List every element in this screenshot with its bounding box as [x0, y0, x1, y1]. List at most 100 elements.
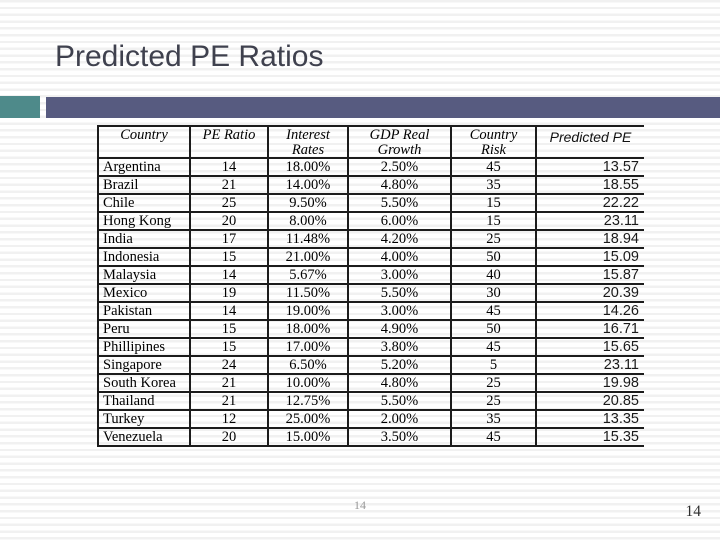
table-cell: South Korea — [97, 373, 191, 393]
table-cell: 21.00% — [267, 247, 349, 267]
table-cell: 25 — [450, 373, 537, 393]
table-row: Malaysia 14 5.67% 3.00% 40 15.87 — [97, 265, 644, 285]
table-row: Venezuela 20 15.00% 3.50% 45 15.35 — [97, 427, 644, 447]
table-cell: 11.50% — [267, 283, 349, 303]
page-title: Predicted PE Ratios — [55, 40, 324, 73]
table-cell: 4.20% — [347, 229, 452, 249]
table-cell: 3.50% — [347, 427, 452, 447]
header-row: Country PE Ratio Interest Rates GDP Real Grow… — [97, 125, 644, 159]
table-cell: Peru — [97, 319, 191, 339]
table-cell: 45 — [450, 301, 537, 321]
table-cell: 15.65 — [535, 337, 644, 357]
table-cell: 4.00% — [347, 247, 452, 267]
table-row: Chile 25 9.50% 5.50% 15 22.22 — [97, 193, 644, 213]
table-cell: 30 — [450, 283, 537, 303]
table-row: South Korea 21 10.00% 4.80% 25 19.98 — [97, 373, 644, 393]
table-cell: 20 — [189, 427, 269, 447]
table-row: India 17 11.48% 4.20% 25 18.94 — [97, 229, 644, 249]
table-cell: 23.11 — [535, 211, 644, 231]
column-header-predicted-pe: Predicted PE — [535, 125, 644, 159]
table-cell: 3.80% — [347, 337, 452, 357]
pe-table: Country PE Ratio Interest Rates GDP Real Grow… — [97, 125, 644, 447]
table-cell: 22.22 — [535, 193, 644, 213]
table-row: Pakistan 14 19.00% 3.00% 45 14.26 — [97, 301, 644, 321]
table-cell: Malaysia — [97, 265, 191, 285]
table-cell: 19.00% — [267, 301, 349, 321]
table-cell: 35 — [450, 175, 537, 195]
table-cell: 50 — [450, 247, 537, 267]
table-row: Indonesia 15 21.00% 4.00% 50 15.09 — [97, 247, 644, 267]
table-cell: 18.00% — [267, 157, 349, 177]
table-cell: 14.26 — [535, 301, 644, 321]
table-cell: 5.67% — [267, 265, 349, 285]
table-cell: 2.50% — [347, 157, 452, 177]
table-cell: 40 — [450, 265, 537, 285]
table-cell: Chile — [97, 193, 191, 213]
table-cell: Hong Kong — [97, 211, 191, 231]
table-cell: 18.55 — [535, 175, 644, 195]
table-cell: 2.00% — [347, 409, 452, 429]
table-cell: 14 — [189, 265, 269, 285]
table-cell: India — [97, 229, 191, 249]
table-cell: 18.00% — [267, 319, 349, 339]
table-cell: 15 — [189, 247, 269, 267]
table-cell: 12.75% — [267, 391, 349, 411]
table-cell: 12 — [189, 409, 269, 429]
table-cell: 14 — [189, 301, 269, 321]
table-cell: 25 — [450, 229, 537, 249]
table-cell: 24 — [189, 355, 269, 375]
table-cell: 45 — [450, 427, 537, 447]
table-cell: 15 — [450, 211, 537, 231]
table-cell: 19.98 — [535, 373, 644, 393]
page-number-center: 14 — [354, 498, 366, 512]
table-cell: Venezuela — [97, 427, 191, 447]
table-cell: 21 — [189, 175, 269, 195]
table-cell: 25 — [189, 193, 269, 213]
table-cell: 4.80% — [347, 175, 452, 195]
table-body: Argentina 14 18.00% 2.50% 45 13.57 Brazil 21 14.… — [97, 157, 644, 447]
table-row: Peru 15 18.00% 4.90% 50 16.71 — [97, 319, 644, 339]
table-cell: 8.00% — [267, 211, 349, 231]
table-cell: 45 — [450, 337, 537, 357]
column-header-gdp-real-growth: GDP Real Growth — [347, 125, 452, 159]
table-cell: Argentina — [97, 157, 191, 177]
table-cell: 13.35 — [535, 409, 644, 429]
table-cell: 20 — [189, 211, 269, 231]
table-cell: 17.00% — [267, 337, 349, 357]
table-cell: Singapore — [97, 355, 191, 375]
table-cell: 14.00% — [267, 175, 349, 195]
table-cell: 3.00% — [347, 265, 452, 285]
table-cell: Brazil — [97, 175, 191, 195]
table-cell: Turkey — [97, 409, 191, 429]
table-cell: 17 — [189, 229, 269, 249]
table-cell: 15.35 — [535, 427, 644, 447]
table-row: Turkey 12 25.00% 2.00% 35 13.35 — [97, 409, 644, 429]
table-cell: 6.50% — [267, 355, 349, 375]
table-cell: 18.94 — [535, 229, 644, 249]
table-cell: 9.50% — [267, 193, 349, 213]
table-cell: 15.09 — [535, 247, 644, 267]
table-cell: 3.00% — [347, 301, 452, 321]
table-cell: 5.20% — [347, 355, 452, 375]
table-row: Mexico 19 11.50% 5.50% 30 20.39 — [97, 283, 644, 303]
column-header-country-risk: Country Risk — [450, 125, 537, 159]
table-cell: 15.00% — [267, 427, 349, 447]
table-cell: 4.90% — [347, 319, 452, 339]
table-row: Phillipines 15 17.00% 3.80% 45 15.65 — [97, 337, 644, 357]
table-cell: 16.71 — [535, 319, 644, 339]
table-cell: 13.57 — [535, 157, 644, 177]
table-cell: 35 — [450, 409, 537, 429]
table-cell: 20.39 — [535, 283, 644, 303]
table-cell: 45 — [450, 157, 537, 177]
accent-teal-block — [0, 96, 40, 118]
table-cell: 5.50% — [347, 193, 452, 213]
table-cell: Mexico — [97, 283, 191, 303]
table-cell: 14 — [189, 157, 269, 177]
page-number-corner: 14 — [685, 503, 702, 520]
table-cell: 19 — [189, 283, 269, 303]
table-cell: 15 — [189, 337, 269, 357]
table-cell: Pakistan — [97, 301, 191, 321]
table-cell: 23.11 — [535, 355, 644, 375]
table-cell: 25.00% — [267, 409, 349, 429]
table-cell: 15.87 — [535, 265, 644, 285]
